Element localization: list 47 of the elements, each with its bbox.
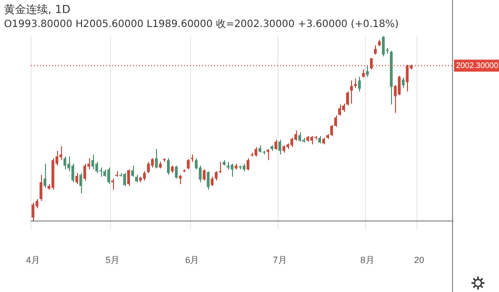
chart-title: 黄金连续, 1D <box>4 2 70 17</box>
candlestick <box>75 172 78 185</box>
candlestick <box>40 174 42 202</box>
candlestick <box>274 139 278 150</box>
x-tick-label: 4月 <box>26 255 40 266</box>
candlestick <box>127 168 130 187</box>
x-tick-label: 6月 <box>185 255 200 266</box>
candlestick <box>246 158 250 171</box>
candlestick <box>278 139 282 156</box>
candlestick <box>406 64 409 92</box>
candlestick <box>206 170 210 190</box>
candlestick <box>374 44 377 56</box>
text: 2002.30000 <box>456 60 499 70</box>
candlestick <box>111 178 114 190</box>
candlestick <box>147 161 150 174</box>
candlestick <box>107 166 110 185</box>
candlestick <box>230 163 234 178</box>
candlestick <box>151 158 154 168</box>
x-tick-label: 5月 <box>106 255 120 266</box>
candlestick <box>358 76 361 92</box>
candlestick <box>91 154 94 170</box>
candlestick <box>290 137 294 148</box>
x-tick-label: 8月 <box>360 255 374 266</box>
candlestick <box>99 166 102 178</box>
candlestick <box>254 146 258 157</box>
candlestick <box>266 148 270 161</box>
candlestick <box>143 170 146 181</box>
x-tick-label: 20 <box>414 255 424 266</box>
candlestick <box>166 158 170 176</box>
candlestick <box>350 80 353 104</box>
candlestick <box>63 156 66 170</box>
candlestick <box>370 58 373 70</box>
candlestick <box>83 163 86 181</box>
candlestick <box>210 176 214 187</box>
candlestick <box>44 163 46 188</box>
candlestick <box>398 75 401 96</box>
candlestick <box>354 78 357 88</box>
chart-subtitle: O1993.80000 H2005.60000 L1989.60000 收=2002.30000 +3.60000 (+0.18%) <box>4 18 399 31</box>
candlestick <box>123 172 126 187</box>
candlestick <box>32 202 34 222</box>
candlestick <box>186 158 190 170</box>
candlestick <box>155 148 158 169</box>
candlestick <box>131 165 134 178</box>
candlestick <box>366 65 369 78</box>
candlestick <box>115 170 118 178</box>
x-tick-label: 7月 <box>272 255 287 266</box>
candlestick <box>338 104 341 116</box>
